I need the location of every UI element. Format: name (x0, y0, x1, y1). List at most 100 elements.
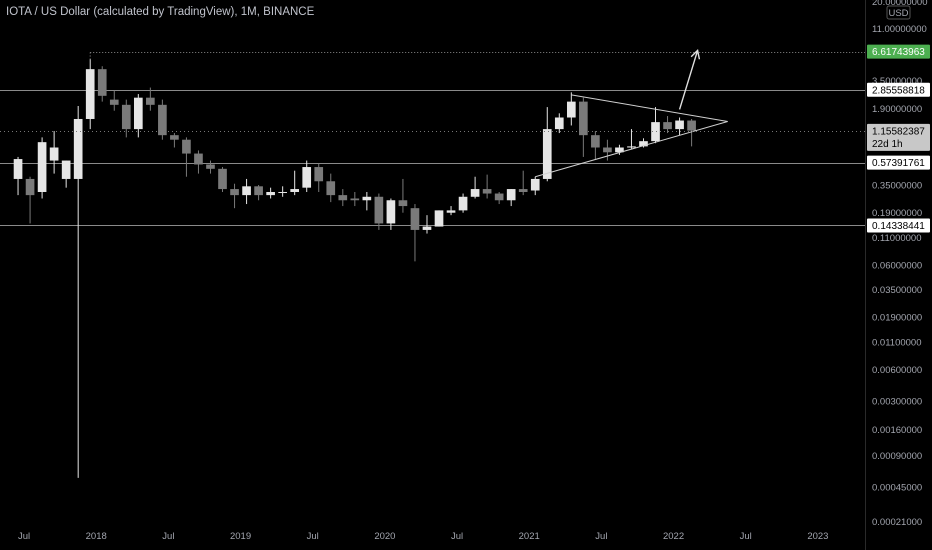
candle-body[interactable] (158, 104, 167, 136)
y-tick-label: 0.00045000 (872, 482, 922, 493)
x-tick-label: Jul (307, 531, 319, 542)
current-price-tag (867, 123, 930, 151)
candle-body[interactable] (133, 97, 143, 130)
level-price-tag-label: 2.85558818 (872, 85, 925, 96)
x-tick-label: Jul (451, 531, 463, 542)
candle-body[interactable] (603, 147, 612, 153)
candle-body[interactable] (362, 196, 372, 201)
y-tick-label: 0.00600000 (872, 365, 922, 376)
y-tick-label: 0.01900000 (872, 313, 922, 324)
candle-body[interactable] (230, 189, 239, 196)
candle-body[interactable] (446, 210, 456, 213)
candle-body[interactable] (97, 69, 107, 96)
candle-body[interactable] (350, 198, 360, 201)
candle-body[interactable] (13, 159, 23, 179)
currency-badge[interactable]: USD (886, 5, 911, 20)
x-tick-label: 2023 (807, 531, 828, 542)
candle-body[interactable] (591, 135, 600, 148)
candle-body[interactable] (470, 189, 480, 197)
candle-body[interactable] (651, 122, 660, 142)
candle-body[interactable] (663, 122, 672, 130)
candle-body[interactable] (566, 101, 576, 118)
candle-body[interactable] (326, 181, 336, 196)
y-tick-label: 3.50000000 (872, 76, 922, 87)
candle-body[interactable] (434, 210, 444, 227)
candle-body[interactable] (218, 168, 227, 190)
y-tick-label: 11.00000000 (872, 24, 927, 35)
x-tick-label: 2018 (86, 531, 107, 542)
candle-body[interactable] (278, 191, 287, 193)
candle-body[interactable] (579, 101, 588, 136)
candle-body[interactable] (290, 189, 300, 192)
candle-body[interactable] (194, 153, 203, 165)
x-tick-label: Jul (595, 531, 607, 542)
candle-body[interactable] (374, 196, 384, 224)
candle-body[interactable] (37, 142, 47, 192)
candle-body[interactable] (314, 167, 324, 182)
y-tick-label: 0.01100000 (872, 337, 922, 348)
candle-body[interactable] (482, 189, 492, 194)
breakout-arrow-line[interactable] (678, 50, 699, 110)
y-tick-label: 20.00000000 (872, 0, 927, 8)
currency-badge-label: USD (888, 8, 908, 19)
level-price-tag-label: 6.61743963 (872, 47, 925, 58)
candle-body[interactable] (170, 135, 179, 140)
time-axis: Jul 2018 Jul 2019 Jul 2020 Jul 2021 Jul 2022 Jul 20… (18, 531, 828, 542)
candle-body[interactable] (675, 120, 684, 130)
candle-body[interactable] (182, 139, 191, 154)
candle-body[interactable] (61, 160, 71, 179)
candles (13, 59, 696, 478)
candle-body[interactable] (542, 129, 552, 179)
candle-body[interactable] (494, 193, 504, 201)
candle-body[interactable] (627, 146, 636, 148)
candle-body[interactable] (687, 120, 696, 131)
candle-body[interactable] (518, 189, 528, 192)
candle-body[interactable] (73, 118, 83, 179)
bar-countdown-label: 22d 1h (872, 139, 903, 150)
candle-body[interactable] (109, 99, 119, 105)
candle-body[interactable] (85, 69, 95, 119)
candle-body[interactable] (639, 141, 648, 147)
y-tick-label: 0.11000000 (872, 233, 922, 244)
candle-body[interactable] (398, 200, 408, 207)
candle-body[interactable] (49, 147, 59, 161)
level-price-tag-label: 0.14338441 (872, 221, 925, 232)
candle-body[interactable] (410, 208, 420, 230)
x-tick-label: Jul (740, 531, 752, 542)
candle-body[interactable] (254, 186, 263, 196)
candle-body[interactable] (530, 178, 540, 191)
y-tick-label: 0.19000000 (872, 208, 922, 219)
triangle-upper-line[interactable] (571, 94, 728, 122)
price-tags: 6.61743963 2.85558818 0.57391761 0.14338441… (0, 44, 930, 233)
level-price-tag (867, 155, 930, 170)
candle-body[interactable] (422, 226, 432, 230)
candle-body[interactable] (386, 200, 396, 224)
triangle-lower-line[interactable] (535, 120, 728, 178)
candle-body[interactable] (458, 196, 468, 211)
candle-body[interactable] (206, 164, 215, 169)
x-tick-label: 2020 (374, 531, 395, 542)
candle-body[interactable] (146, 97, 155, 105)
candle-body[interactable] (266, 191, 275, 196)
x-tick-label: 2019 (230, 531, 251, 542)
candle-body[interactable] (615, 147, 624, 153)
y-tick-label: 0.06000000 (872, 260, 922, 271)
x-tick-label: 2021 (519, 531, 540, 542)
level-price-tag-label: 0.57391761 (872, 158, 925, 169)
candle-body[interactable] (506, 189, 516, 201)
y-tick-label: 0.35000000 (872, 181, 922, 192)
y-tick-label: 0.00090000 (872, 451, 922, 462)
y-tick-label: 0.03500000 (872, 285, 922, 296)
candle-body[interactable] (242, 186, 251, 196)
level-price-tag (867, 82, 930, 97)
candle-body[interactable] (25, 178, 35, 196)
candle-body[interactable] (338, 195, 348, 201)
candle-body[interactable] (302, 167, 312, 188)
candle-body[interactable] (121, 104, 131, 130)
horizontal-levels (0, 52, 866, 226)
level-price-tag (867, 44, 930, 59)
x-tick-label: Jul (18, 531, 30, 542)
candle-body[interactable] (554, 117, 564, 130)
drawings (535, 49, 728, 178)
